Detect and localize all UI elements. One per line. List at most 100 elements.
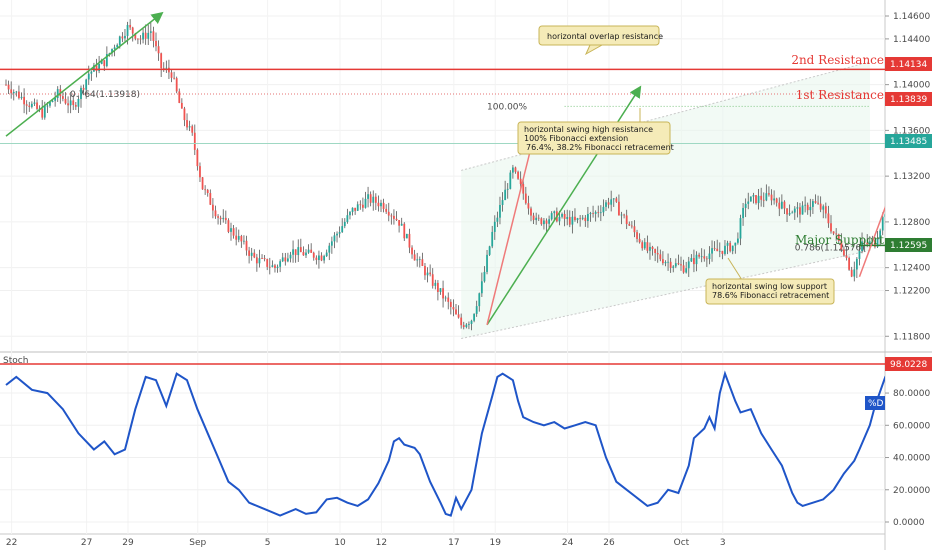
oscillator-axis[interactable]: 80.0000 60.0000 40.0000 20.0000 0.0000 [885, 389, 930, 528]
candle-body [124, 35, 126, 39]
candle-body [602, 206, 605, 213]
candle-body [80, 87, 82, 100]
fib-leg-arrow-2 [858, 205, 885, 278]
price-tick-label: 1.13600 [893, 126, 930, 136]
legend-d-tag[interactable]: %D [865, 396, 885, 410]
candle-body [206, 189, 209, 193]
candle-body [418, 259, 421, 261]
candle-body [411, 247, 413, 255]
candle-body [462, 325, 465, 328]
time-tick-label: 27 [81, 538, 92, 548]
candle-body [695, 254, 698, 265]
candle-body [550, 213, 553, 220]
candle-body [289, 254, 292, 259]
candle-body [690, 258, 693, 262]
candle-body [630, 225, 633, 227]
candle-body [786, 208, 788, 215]
candle-body [204, 189, 207, 191]
time-axis[interactable]: 22 27 29 Sep 5 10 12 17 19 24 26 Oct 3 [6, 538, 726, 548]
candle-body [468, 323, 470, 325]
price-tag-major-support: 1.12595 [885, 238, 932, 252]
candle-body [517, 171, 519, 179]
candle-body [806, 204, 809, 211]
candle-body [351, 207, 354, 212]
candle-body [804, 204, 807, 206]
candle-body [98, 63, 101, 72]
candle-body [46, 105, 49, 107]
candle-body [716, 248, 719, 252]
candle-body [465, 324, 468, 328]
candle-body [7, 84, 10, 90]
candle-body [726, 242, 729, 246]
candle-body [817, 202, 819, 204]
candle-body [175, 78, 178, 92]
time-tick-label: 17 [448, 538, 459, 548]
candle-body [162, 68, 165, 69]
candle-body [705, 258, 708, 260]
candle-body [736, 238, 739, 243]
candle-body [649, 246, 651, 251]
candle-body [747, 201, 750, 204]
candle-body [196, 149, 199, 167]
candle-body [157, 46, 160, 54]
price-tick-label: 1.12200 [893, 287, 930, 297]
candle-body [268, 266, 271, 268]
oscillator-gridlines [0, 392, 885, 523]
candle-body [491, 231, 494, 247]
indicator-label[interactable]: Stoch [3, 356, 28, 366]
candle-body [426, 272, 429, 276]
candle-body [82, 87, 85, 90]
time-tick-label: 26 [603, 538, 615, 548]
candle-body [799, 207, 801, 215]
candle-body [636, 232, 638, 239]
candle-body [183, 108, 186, 121]
candle-body [155, 40, 157, 47]
candle-body [25, 104, 28, 106]
candle-body [178, 91, 181, 103]
candle-body [664, 262, 667, 264]
candle-body [718, 250, 721, 252]
candle-body [364, 198, 367, 208]
candle-body [369, 194, 372, 203]
candle-body [325, 252, 328, 257]
candle-body [165, 67, 168, 69]
price-tick-label: 1.14400 [893, 35, 930, 45]
candle-body [700, 256, 703, 258]
candle-body [266, 259, 269, 267]
candle-body [315, 257, 318, 261]
channel-lower [461, 250, 871, 340]
candle-body [49, 101, 51, 106]
annotation-swing-low[interactable]: horizontal swing low support 78.6% Fibon… [705, 257, 835, 305]
candle-body [840, 240, 843, 250]
candle-body [599, 212, 602, 214]
price-axis[interactable]: 1.14600 1.14400 1.14000 1.13600 1.13200 1.128… [885, 12, 930, 342]
stoch-d-line [5, 370, 885, 517]
candle-body [563, 213, 566, 219]
candle-body [235, 235, 238, 240]
annotation-swing-high[interactable]: horizontal swing high resistance 100% Fi… [517, 108, 674, 155]
price-tag-2nd-resistance-text: 1.14134 [890, 60, 927, 70]
candle-body [501, 200, 504, 206]
candle-body [224, 217, 227, 221]
osc-tick-label: 40.0000 [893, 454, 930, 464]
candle-body [263, 258, 266, 260]
candle-body [85, 79, 88, 90]
candle-body [51, 100, 54, 102]
candle-body [610, 199, 613, 205]
candle-body [400, 223, 403, 226]
candle-body [483, 271, 486, 282]
candle-body [36, 102, 38, 109]
candle-body [729, 242, 732, 252]
candle-body [43, 106, 46, 118]
candle-body [475, 306, 478, 314]
candle-body [768, 193, 770, 195]
candle-body [607, 202, 610, 205]
candle-body [850, 269, 853, 277]
annotation-overlap-resistance[interactable]: horizontal overlap resistance [538, 25, 663, 56]
price-tag-current-text: 1.13485 [890, 137, 927, 147]
candle-body [338, 232, 341, 234]
candle-body [245, 240, 248, 251]
candle-body [780, 201, 783, 209]
candle-body [105, 54, 108, 67]
